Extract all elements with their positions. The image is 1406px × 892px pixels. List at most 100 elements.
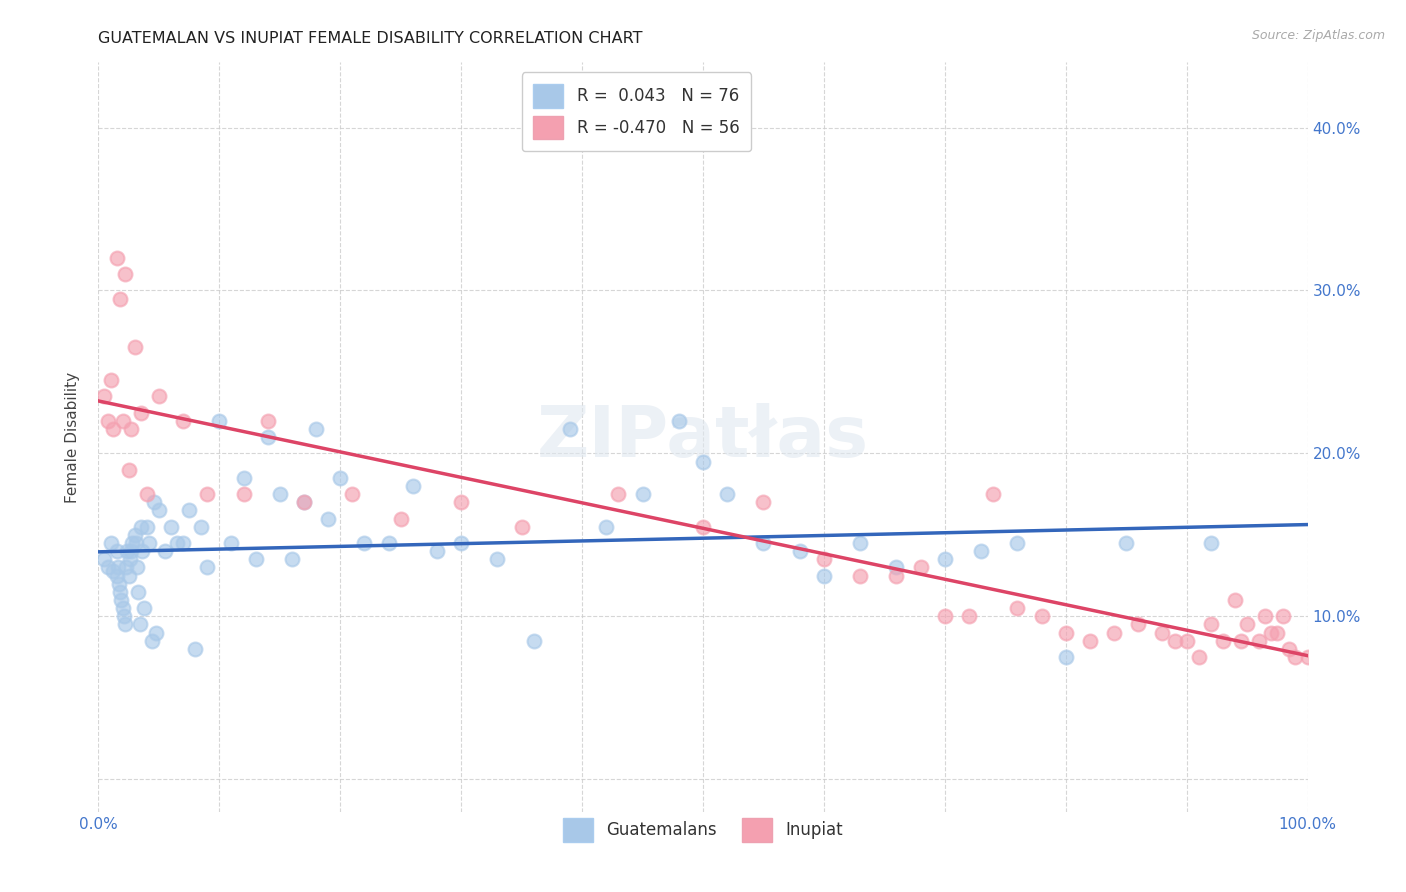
Point xyxy=(105,544,128,558)
Point xyxy=(112,609,135,624)
Point xyxy=(1236,617,1258,632)
Point xyxy=(111,601,134,615)
Point xyxy=(1272,609,1295,624)
Y-axis label: Female Disability: Female Disability xyxy=(65,371,80,503)
Point xyxy=(957,609,980,624)
Point xyxy=(353,536,375,550)
Point xyxy=(1115,536,1137,550)
Point xyxy=(558,422,581,436)
Text: Source: ZipAtlas.com: Source: ZipAtlas.com xyxy=(1251,29,1385,42)
Point xyxy=(402,479,425,493)
Point xyxy=(1007,601,1029,615)
Point xyxy=(127,584,149,599)
Point xyxy=(1230,633,1253,648)
Point xyxy=(129,519,152,533)
Point xyxy=(1199,617,1222,632)
Point xyxy=(1199,536,1222,550)
Point xyxy=(1223,593,1246,607)
Point xyxy=(101,422,124,436)
Point xyxy=(1054,650,1077,665)
Point xyxy=(118,568,141,582)
Point xyxy=(716,487,738,501)
Point xyxy=(1278,641,1301,656)
Point xyxy=(668,414,690,428)
Point xyxy=(190,519,212,533)
Point xyxy=(1296,650,1319,665)
Point xyxy=(93,389,115,403)
Point xyxy=(752,536,775,550)
Point xyxy=(118,463,141,477)
Point xyxy=(631,487,654,501)
Point xyxy=(426,544,449,558)
Point xyxy=(97,414,120,428)
Point xyxy=(316,511,339,525)
Point xyxy=(886,568,908,582)
Point xyxy=(115,560,138,574)
Point xyxy=(692,454,714,468)
Point xyxy=(970,544,993,558)
Point xyxy=(100,373,122,387)
Point xyxy=(292,495,315,509)
Point xyxy=(523,633,546,648)
Point xyxy=(145,625,167,640)
Point xyxy=(135,519,157,533)
Point xyxy=(329,471,352,485)
Point xyxy=(172,414,194,428)
Point xyxy=(114,267,136,281)
Point xyxy=(1267,625,1289,640)
Point xyxy=(110,593,132,607)
Point xyxy=(93,552,115,566)
Point xyxy=(752,495,775,509)
Point xyxy=(256,430,278,444)
Point xyxy=(1284,650,1306,665)
Point xyxy=(101,564,124,578)
Point xyxy=(107,560,129,574)
Point xyxy=(305,422,328,436)
Point xyxy=(389,511,412,525)
Point xyxy=(886,560,908,574)
Point xyxy=(292,495,315,509)
Point xyxy=(121,536,143,550)
Point xyxy=(172,536,194,550)
Point xyxy=(813,552,835,566)
Point xyxy=(910,560,932,574)
Point xyxy=(108,576,131,591)
Point xyxy=(105,251,128,265)
Point xyxy=(934,552,956,566)
Point xyxy=(108,584,131,599)
Point xyxy=(1249,633,1271,648)
Point xyxy=(195,487,218,501)
Point xyxy=(160,519,183,533)
Point xyxy=(108,292,131,306)
Point xyxy=(849,568,872,582)
Point xyxy=(195,560,218,574)
Point xyxy=(153,544,176,558)
Point xyxy=(97,560,120,574)
Point xyxy=(232,487,254,501)
Point xyxy=(117,544,139,558)
Point xyxy=(377,536,399,550)
Point xyxy=(1054,625,1077,640)
Point xyxy=(450,536,472,550)
Point xyxy=(256,414,278,428)
Point xyxy=(148,389,170,403)
Point xyxy=(114,617,136,632)
Point xyxy=(138,536,160,550)
Point xyxy=(143,495,166,509)
Point xyxy=(129,406,152,420)
Point xyxy=(141,633,163,648)
Point xyxy=(450,495,472,509)
Point xyxy=(934,609,956,624)
Point xyxy=(269,487,291,501)
Point xyxy=(125,536,148,550)
Point xyxy=(120,422,142,436)
Point xyxy=(692,519,714,533)
Point xyxy=(595,519,617,533)
Point xyxy=(849,536,872,550)
Point xyxy=(510,519,533,533)
Point xyxy=(131,544,153,558)
Point xyxy=(208,414,231,428)
Point xyxy=(128,617,150,632)
Point xyxy=(111,414,134,428)
Point xyxy=(1152,625,1174,640)
